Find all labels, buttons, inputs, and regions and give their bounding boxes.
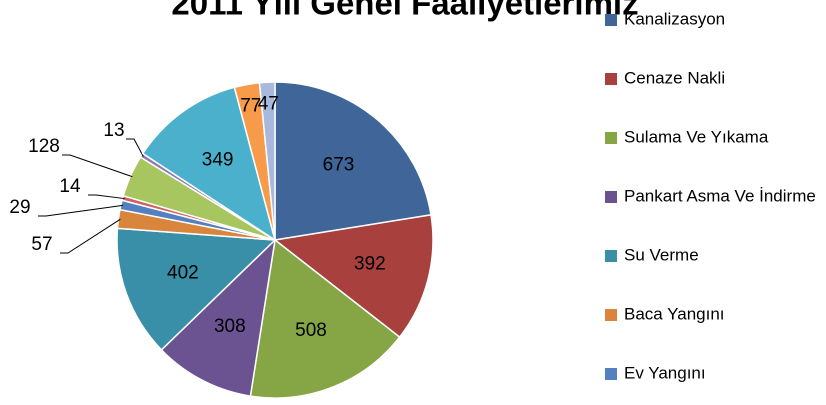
legend-swatch: [605, 14, 617, 26]
legend-label: Su Verme: [624, 245, 699, 264]
pie-slice: [273, 213, 434, 339]
legend-swatch: [605, 309, 617, 321]
pie-slice: [258, 81, 276, 241]
legend-swatch: [605, 73, 617, 85]
legend-label: Kanalizasyon: [624, 9, 725, 28]
chart-title: 2011 Yılı Genel Faaliyetlerimiz: [171, 0, 638, 22]
leader-line: [62, 154, 133, 178]
legend-label: Ev Yangını: [624, 363, 706, 382]
data-label: 673: [323, 154, 355, 175]
legend-label: Pankart Asma Ve İndirme: [624, 186, 816, 205]
legend-label: Sulama Ve Yıkama: [624, 127, 769, 146]
data-label: 57: [31, 234, 52, 255]
legend-label: Baca Yangını: [624, 304, 725, 323]
data-label: 392: [354, 253, 386, 274]
leader-line: [38, 204, 123, 217]
data-label: 77: [240, 95, 261, 116]
legend-swatch: [605, 132, 617, 144]
data-label: 47: [258, 93, 279, 114]
pie-slice: [116, 227, 277, 351]
leader-line: [60, 218, 121, 254]
data-label: 402: [167, 262, 199, 283]
legend-swatch: [605, 191, 617, 203]
data-label: 308: [214, 316, 246, 337]
pie-slice: [160, 237, 277, 397]
data-label: 13: [103, 120, 124, 141]
data-label: 508: [295, 320, 327, 341]
data-label: 14: [59, 176, 81, 197]
data-label: 128: [28, 136, 60, 157]
leader-line: [126, 138, 144, 157]
pie-slice: [274, 81, 432, 241]
legend-swatch: [605, 250, 617, 262]
pie-slice: [249, 238, 401, 399]
leader-line: [88, 194, 125, 200]
pie-slice: [141, 86, 277, 242]
data-label: 349: [202, 150, 234, 171]
data-label: 29: [9, 197, 30, 218]
legend-swatch: [605, 368, 617, 380]
legend-label: Cenaze Nakli: [624, 68, 725, 87]
